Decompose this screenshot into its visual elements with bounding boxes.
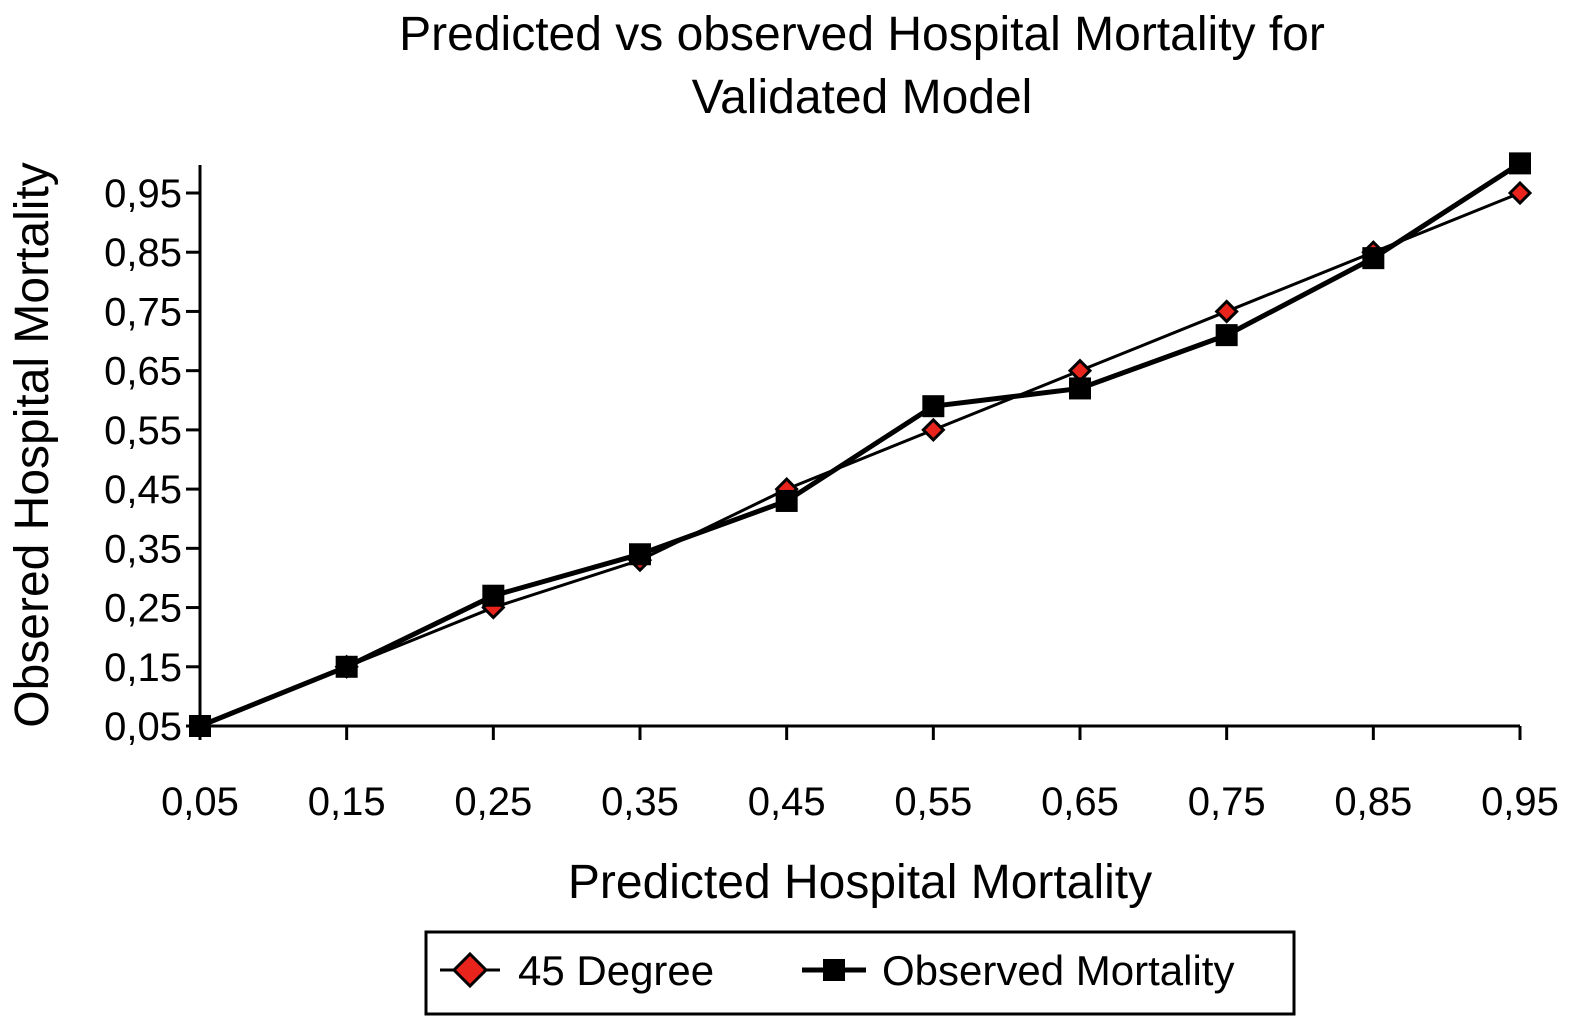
x-tick-label: 0,05: [161, 780, 239, 824]
data-point-observed-mortality: [189, 715, 211, 737]
series-line-45-degree: [199, 191, 1521, 728]
legend: 45 Degree Observed Mortality: [424, 930, 1296, 1016]
legend-label-45-degree: 45 Degree: [518, 947, 714, 994]
x-tick-label: 0,75: [1188, 780, 1266, 824]
data-point-observed-mortality: [775, 489, 798, 512]
data-point-observed-mortality: [1069, 377, 1091, 400]
data-point-observed-mortality: [629, 543, 651, 566]
y-tick-label: 0,45: [104, 468, 182, 512]
y-tick-label: 0,35: [104, 527, 182, 571]
data-point-observed-mortality: [1215, 324, 1238, 347]
y-tick-label: 0,65: [104, 350, 182, 394]
data-point-observed-mortality: [335, 655, 358, 678]
series-layer: [187, 152, 1533, 739]
data-point-45-degree: [1214, 299, 1239, 324]
x-tick-label: 0,65: [1041, 780, 1119, 824]
x-tick-label: 0,95: [1481, 780, 1559, 824]
y-tick-label: 0,25: [104, 587, 182, 631]
data-point-observed-mortality: [922, 395, 945, 418]
data-point-45-degree: [1507, 180, 1533, 206]
data-point-45-degree: [921, 417, 946, 443]
y-tick-label: 0,85: [104, 231, 182, 275]
chart-title-line-1: Predicted vs observed Hospital Mortality…: [399, 8, 1325, 61]
y-axis-label: Obsered Hospital Mortality: [6, 162, 59, 728]
y-tick-label: 0,15: [104, 646, 182, 690]
legend-marker-45-degree: [451, 951, 489, 989]
y-tick-label: 0,05: [104, 705, 182, 749]
chart-title-line-2: Validated Model: [692, 71, 1033, 124]
legend-label-observed-mortality: Observed Mortality: [882, 947, 1234, 994]
legend-marker-observed-mortality: [823, 959, 845, 981]
x-tick-label: 0,45: [748, 780, 826, 824]
y-axis-ticks: 0,05 0,15 0,25 0,35 0,45 0,55 0,65 0,75 0,85 0,95: [104, 172, 200, 749]
x-tick-label: 0,55: [894, 780, 972, 824]
y-tick-label: 0,75: [104, 290, 182, 334]
x-axis-label: Predicted Hospital Mortality: [568, 856, 1152, 909]
x-axis-ticks: 0,05 0,15 0,25 0,35 0,45 0,55 0,65 0,75 0,85 0,95: [161, 726, 1559, 824]
y-tick-label: 0,95: [104, 172, 182, 216]
x-tick-label: 0,85: [1334, 780, 1412, 824]
y-tick-label: 0,55: [104, 409, 182, 453]
data-point-observed-mortality: [482, 584, 505, 607]
x-tick-label: 0,25: [454, 780, 532, 824]
x-tick-label: 0,15: [308, 780, 386, 824]
x-tick-label: 0,35: [601, 780, 679, 824]
series-line-observed-mortality: [199, 161, 1522, 729]
legend-box: [424, 930, 1296, 1016]
data-point-observed-mortality: [1362, 247, 1385, 270]
data-point-observed-mortality: [1509, 152, 1531, 175]
